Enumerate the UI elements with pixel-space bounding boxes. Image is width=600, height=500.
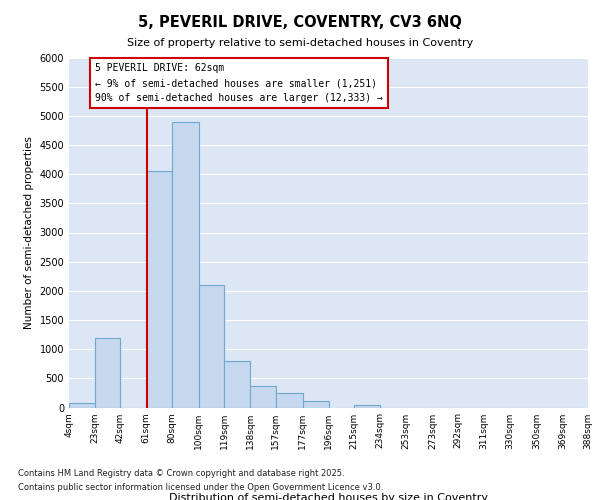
Text: Contains public sector information licensed under the Open Government Licence v3: Contains public sector information licen… <box>18 484 383 492</box>
Bar <box>199 285 224 408</box>
Y-axis label: Number of semi-detached properties: Number of semi-detached properties <box>24 136 34 329</box>
Text: Size of property relative to semi-detached houses in Coventry: Size of property relative to semi-detach… <box>127 38 473 48</box>
Bar <box>250 386 276 407</box>
X-axis label: Distribution of semi-detached houses by size in Coventry: Distribution of semi-detached houses by … <box>169 493 488 500</box>
Bar <box>95 338 121 407</box>
Text: Contains HM Land Registry data © Crown copyright and database right 2025.: Contains HM Land Registry data © Crown c… <box>18 468 344 477</box>
Bar <box>224 361 250 408</box>
Bar <box>303 400 329 407</box>
Bar <box>354 404 380 407</box>
Bar <box>69 403 95 407</box>
Text: 5, PEVERIL DRIVE, COVENTRY, CV3 6NQ: 5, PEVERIL DRIVE, COVENTRY, CV3 6NQ <box>138 15 462 30</box>
Bar <box>172 122 199 408</box>
Text: 5 PEVERIL DRIVE: 62sqm
← 9% of semi-detached houses are smaller (1,251)
90% of s: 5 PEVERIL DRIVE: 62sqm ← 9% of semi-deta… <box>95 64 383 103</box>
Bar <box>276 393 303 407</box>
Bar <box>146 171 172 408</box>
